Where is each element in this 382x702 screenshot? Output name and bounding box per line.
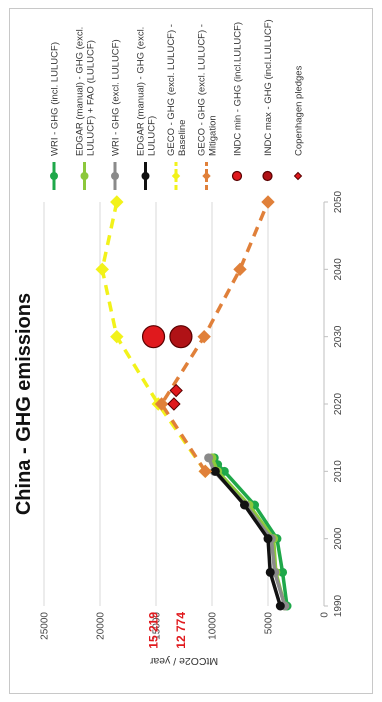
- y-tick-label: 10000: [208, 612, 219, 640]
- legend-label: LULUCF): [147, 116, 158, 156]
- legend-label: EDGAR (manual) - GHG (excl.: [75, 27, 86, 156]
- data-point: [167, 397, 181, 411]
- data-point: [197, 329, 211, 344]
- legend-item: EDGAR (manual) - GHG (excl. LULUCF): [136, 27, 158, 190]
- x-axis: 1990 2000 2010 2020 2030 2040 2050: [323, 190, 344, 617]
- series-6: [141, 325, 166, 349]
- legend-item: Copenhagen pledges: [293, 65, 305, 181]
- legend-swatch-marker: [231, 170, 243, 182]
- legend-label: LULUCF) + FAO (LULUCF): [86, 40, 97, 156]
- data-point: [233, 262, 247, 277]
- x-tick-label: 2020: [333, 392, 344, 415]
- series-8: [167, 383, 183, 411]
- data-point: [141, 325, 166, 349]
- legend-item: GECO - GHG (excl. LULUCF) - Baseline: [166, 24, 188, 190]
- x-tick-label: 2040: [333, 258, 344, 281]
- y-tick-label: 20000: [96, 612, 107, 640]
- series-7: [169, 325, 193, 349]
- legend-swatch-marker: [202, 171, 211, 181]
- legend-item: INDC max - GHG (incl.LULUCF): [262, 19, 274, 182]
- data-point: [210, 466, 220, 476]
- y-tick-label: 25000: [40, 612, 51, 640]
- data-point: [198, 464, 212, 479]
- legend-label: WRI - GHG (incl. LULUCF): [50, 42, 61, 156]
- data-point: [169, 383, 183, 398]
- series-5: [154, 195, 275, 479]
- data-point: [261, 195, 275, 209]
- y-axis: 0 5000 10000 15000 20000 25000 15 219 12 774: [40, 612, 331, 649]
- legend-label: INDC min - GHG (incl.LULUCF): [233, 22, 244, 156]
- legend-swatch-marker: [111, 172, 119, 180]
- legend-swatch-marker: [293, 171, 303, 181]
- legend: WRI - GHG (incl. LULUCF) EDGAR (manual) -…: [50, 19, 305, 190]
- legend-label: WRI - GHG (excl. LULUCF): [111, 39, 122, 156]
- x-tick-label: 2010: [333, 460, 344, 483]
- chart-title: China - GHG emissions: [13, 293, 35, 515]
- legend-label: GECO - GHG (excl. LULUCF) -: [197, 24, 208, 156]
- x-tick-label: 2030: [333, 325, 344, 348]
- y-tick-label: 0: [320, 612, 331, 618]
- x-tick-label: 2000: [333, 527, 344, 550]
- y-tick-label: 5000: [264, 612, 275, 635]
- x-tick-label: 2050: [333, 190, 344, 213]
- data-point: [263, 534, 273, 544]
- data-point: [275, 601, 285, 611]
- legend-swatch-marker: [50, 172, 58, 180]
- data-point: [95, 262, 109, 277]
- legend-item: GECO - GHG (excl. LULUCF) - Mitigation: [197, 24, 219, 190]
- data-point: [239, 500, 249, 510]
- data-point: [169, 325, 193, 349]
- chart-frame: [9, 8, 373, 694]
- legend-label: Copenhagen pledges: [294, 65, 305, 156]
- legend-item: WRI - GHG (incl. LULUCF): [50, 42, 61, 190]
- y-axis-label: MtCO2e / year: [149, 655, 218, 667]
- legend-swatch-marker: [171, 171, 181, 181]
- legend-label: Baseline: [177, 120, 188, 156]
- legend-item: EDGAR (manual) - GHG (excl. LULUCF) + FAO…: [75, 27, 97, 190]
- data-point: [110, 195, 124, 209]
- legend-swatch-marker: [262, 170, 273, 182]
- legend-label: GECO - GHG (excl. LULUCF) -: [166, 24, 177, 156]
- x-tick-label: 1990: [333, 594, 344, 617]
- y-tick-label: 15000: [152, 612, 163, 640]
- legend-swatch-marker: [80, 172, 89, 180]
- legend-label: INDC max - GHG (incl.LULUCF): [263, 19, 274, 156]
- legend-label: EDGAR (manual) - GHG (excl.: [136, 27, 147, 156]
- legend-label: Mitigation: [208, 115, 219, 156]
- data-point: [204, 453, 214, 463]
- data-point: [110, 329, 124, 344]
- legend-swatch-marker: [141, 172, 150, 180]
- highlight-value-label: 12 774: [174, 612, 188, 649]
- plot-area: [95, 195, 292, 611]
- legend-item: INDC min - GHG (incl.LULUCF): [231, 22, 244, 182]
- data-point: [265, 567, 275, 577]
- series-3: [210, 466, 285, 611]
- legend-item: WRI - GHG (excl. LULUCF): [111, 39, 122, 190]
- highlight-value-label: 15 219: [147, 612, 161, 649]
